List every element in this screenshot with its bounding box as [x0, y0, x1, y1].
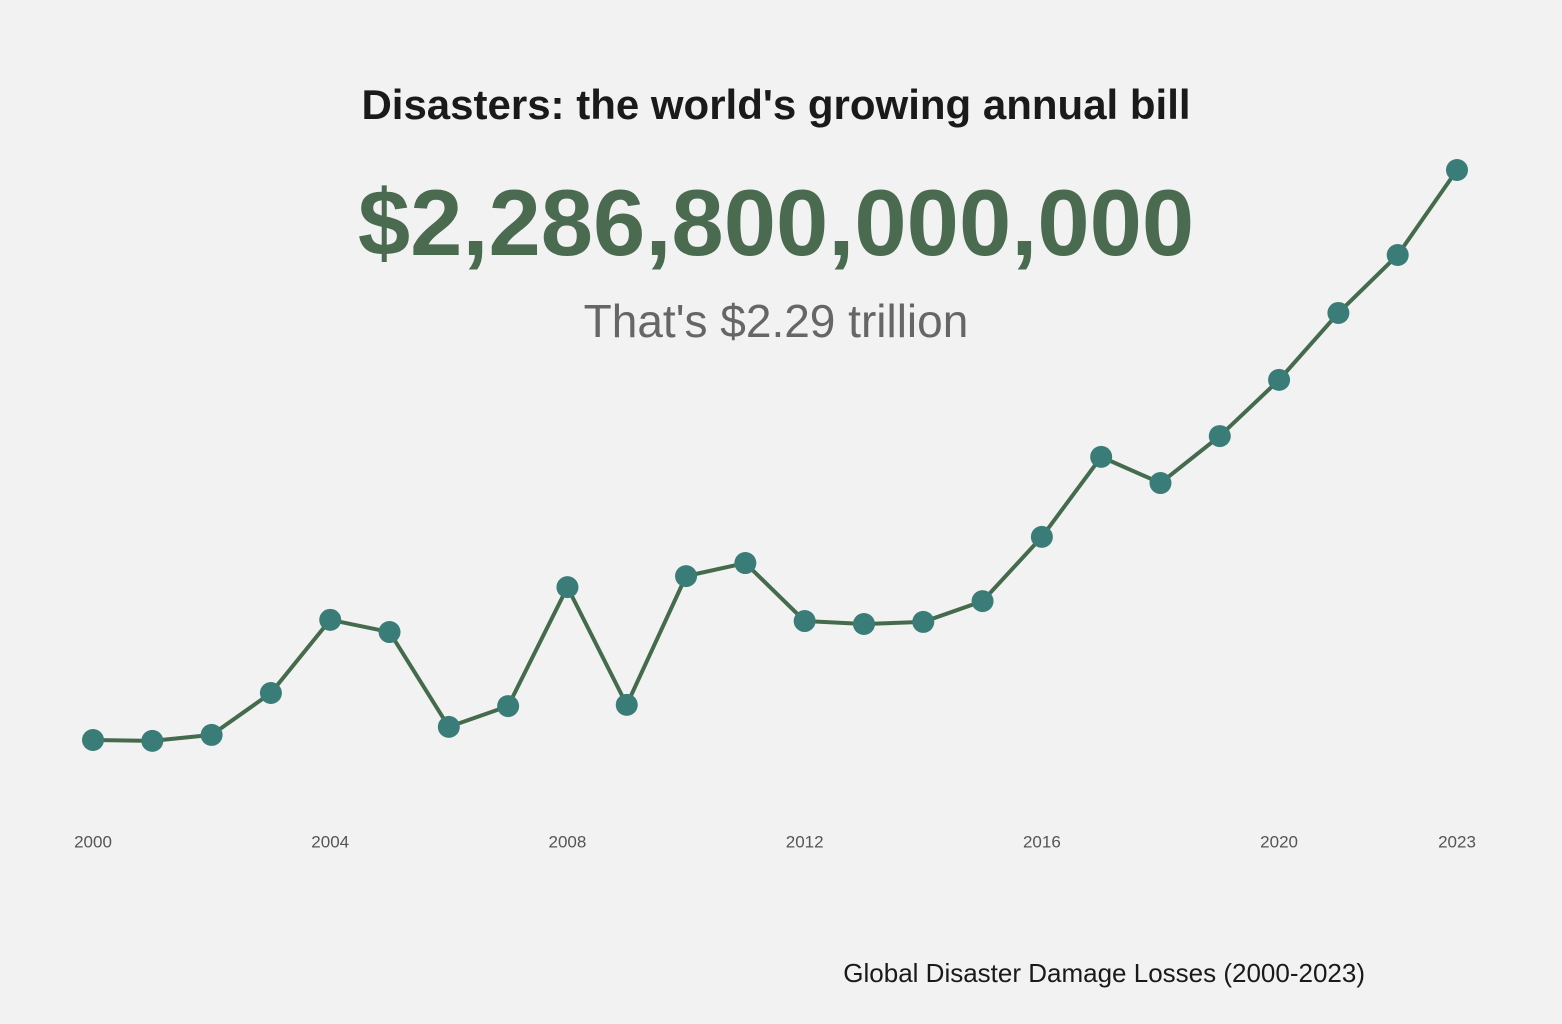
point [1208, 425, 1231, 448]
point [971, 590, 994, 613]
point [1149, 472, 1172, 495]
point [912, 610, 935, 633]
point [1268, 368, 1291, 391]
point [1386, 243, 1409, 266]
point [615, 693, 638, 716]
point [497, 695, 520, 718]
x-tick-label: 2008 [549, 832, 587, 851]
chart-title: Disasters: the world's growing annual bi… [361, 81, 1190, 128]
headline: $2,286,800,000,000 [358, 170, 1194, 275]
x-tick-label: 2000 [74, 832, 112, 851]
x-tick-label: 2016 [1023, 832, 1061, 851]
point [200, 723, 223, 746]
point [556, 576, 579, 599]
point [1030, 525, 1053, 548]
point [319, 608, 342, 631]
x-tick-label: 2023 [1438, 832, 1476, 851]
point [1446, 159, 1468, 181]
point [1327, 301, 1350, 324]
caption: Global Disaster Damage Losses (2000-2023… [843, 958, 1365, 988]
point [82, 728, 104, 751]
point [734, 552, 757, 575]
x-tick-label: 2012 [786, 832, 824, 851]
x-tick-label: 2004 [311, 832, 349, 851]
point [675, 565, 698, 588]
point [141, 729, 164, 752]
point [378, 621, 401, 644]
point [852, 613, 875, 636]
point [437, 715, 460, 738]
x-tick-label: 2020 [1260, 832, 1298, 851]
line [92, 168, 1459, 743]
subtitle: That's $2.29 trillion [584, 295, 969, 347]
point [1090, 445, 1113, 468]
point [793, 610, 816, 633]
point [259, 681, 282, 704]
